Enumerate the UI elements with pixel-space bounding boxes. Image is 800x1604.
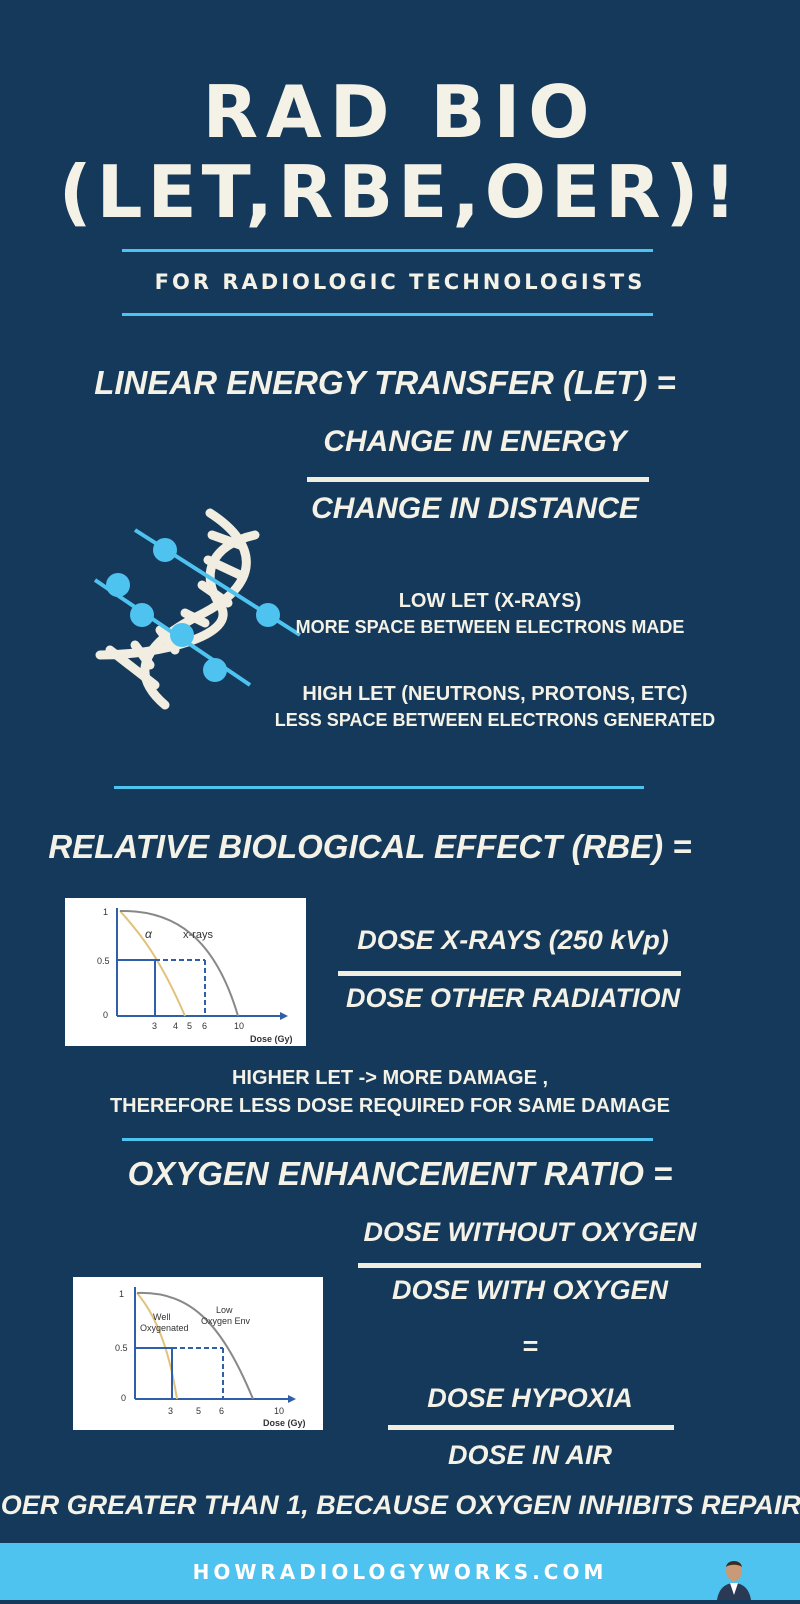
page-title-line2: (LET,RBE,OER)! xyxy=(58,150,742,234)
rbe-xtick-3: 3 xyxy=(152,1021,157,1031)
rbe-label-alpha: α xyxy=(145,927,153,941)
section-rule-1 xyxy=(114,786,644,789)
oer-oxygenated-curve xyxy=(136,1292,178,1400)
avatar xyxy=(715,1555,753,1600)
oer-label-well: Well xyxy=(153,1312,170,1322)
high-let-title: HIGH LET (NEUTRONS, PROTONS, ETC) xyxy=(302,683,688,705)
low-let-desc: MORE SPACE BETWEEN ELECTRONS MADE xyxy=(295,617,685,637)
rbe-xray-curve xyxy=(119,909,239,1017)
footer-site-link[interactable]: HOWRADIOLOGYWORKS.COM xyxy=(192,1560,608,1584)
oer-xtick-3: 3 xyxy=(168,1406,173,1416)
rbe-note-line2: THEREFORE LESS DOSE REQUIRED FOR SAME DA… xyxy=(109,1095,671,1117)
let-fraction-bar xyxy=(307,477,649,482)
page-subtitle: FOR RADIOLOGIC TECHNOLOGISTS xyxy=(154,270,646,294)
oer-label-oxygenated: Oxygenated xyxy=(140,1323,189,1333)
let-numerator: CHANGE IN ENERGY xyxy=(323,425,627,458)
rbe-ytick-0: 0 xyxy=(103,1010,108,1020)
oer-heading: OXYGEN ENHANCEMENT RATIO = xyxy=(127,1155,673,1192)
oer-equals: = xyxy=(522,1331,538,1361)
rbe-xlabel: Dose (Gy) xyxy=(250,1034,293,1044)
oer-survival-chart: Survival Fraction 1 0.5 0 3 5 6 10 Dose … xyxy=(65,1274,323,1430)
oer-footnote: OER GREATER THAN 1, BECAUSE OXYGEN INHIB… xyxy=(0,1490,800,1520)
page-title-line1: RAD BIO xyxy=(202,70,598,154)
oer-xtick-5: 5 xyxy=(196,1406,201,1416)
oer-numerator2: DOSE HYPOXIA xyxy=(427,1383,633,1413)
title-rule-top xyxy=(122,249,653,252)
high-let-desc: LESS SPACE BETWEEN ELECTRONS GENERATED xyxy=(274,710,716,730)
oer-fraction-bar-2 xyxy=(388,1425,674,1430)
rbe-xtick-10: 10 xyxy=(234,1021,244,1031)
rbe-fraction-bar xyxy=(338,971,681,976)
rbe-alpha-curve xyxy=(119,910,186,1017)
oer-label-low: Low xyxy=(216,1305,233,1315)
oer-fraction-bar xyxy=(358,1263,701,1268)
rbe-xtick-5: 5 xyxy=(187,1021,192,1031)
let-heading: LINEAR ENERGY TRANSFER (LET) = xyxy=(94,364,676,401)
rbe-denominator: DOSE OTHER RADIATION xyxy=(345,983,680,1013)
rbe-ytick-1: 1 xyxy=(103,907,108,917)
rbe-numerator: DOSE X-RAYS (250 kVp) xyxy=(357,925,669,955)
dna-icon xyxy=(90,505,310,715)
oer-numerator: DOSE WITHOUT OXYGEN xyxy=(363,1217,697,1247)
oer-ytick-0: 0 xyxy=(121,1393,126,1403)
rbe-survival-chart: Survival Fraction 1 0.5 0 3 4 5 6 10 Dos… xyxy=(52,882,306,1046)
rbe-xtick-6: 6 xyxy=(202,1021,207,1031)
oer-ytick-1: 1 xyxy=(119,1289,124,1299)
rbe-xtick-4: 4 xyxy=(173,1021,178,1031)
let-denominator: CHANGE IN DISTANCE xyxy=(311,492,639,525)
oer-ytick-05: 0.5 xyxy=(115,1343,128,1353)
footer-bar xyxy=(0,1543,800,1600)
oer-label-oxygen-env: Oxygen Env xyxy=(201,1316,251,1326)
oer-xlabel: Dose (Gy) xyxy=(263,1418,306,1428)
oer-ylabel: Survival Fraction xyxy=(73,1277,75,1347)
section-rule-2 xyxy=(122,1138,653,1141)
rbe-note-line1: HIGHER LET -> MORE DAMAGE , xyxy=(231,1067,549,1089)
oer-hypoxic-curve xyxy=(136,1291,254,1400)
rbe-heading: RELATIVE BIOLOGICAL EFFECT (RBE) = xyxy=(48,828,692,865)
oer-xtick-10: 10 xyxy=(274,1406,284,1416)
oer-denominator2: DOSE IN AIR xyxy=(447,1440,613,1470)
title-rule-bottom xyxy=(122,313,653,316)
oer-denominator: DOSE WITH OXYGEN xyxy=(391,1275,669,1305)
rbe-label-xrays: x-rays xyxy=(183,929,213,941)
low-let-title: LOW LET (X-RAYS) xyxy=(398,590,582,612)
oer-xtick-6: 6 xyxy=(219,1406,224,1416)
rbe-ytick-05: 0.5 xyxy=(97,956,110,966)
